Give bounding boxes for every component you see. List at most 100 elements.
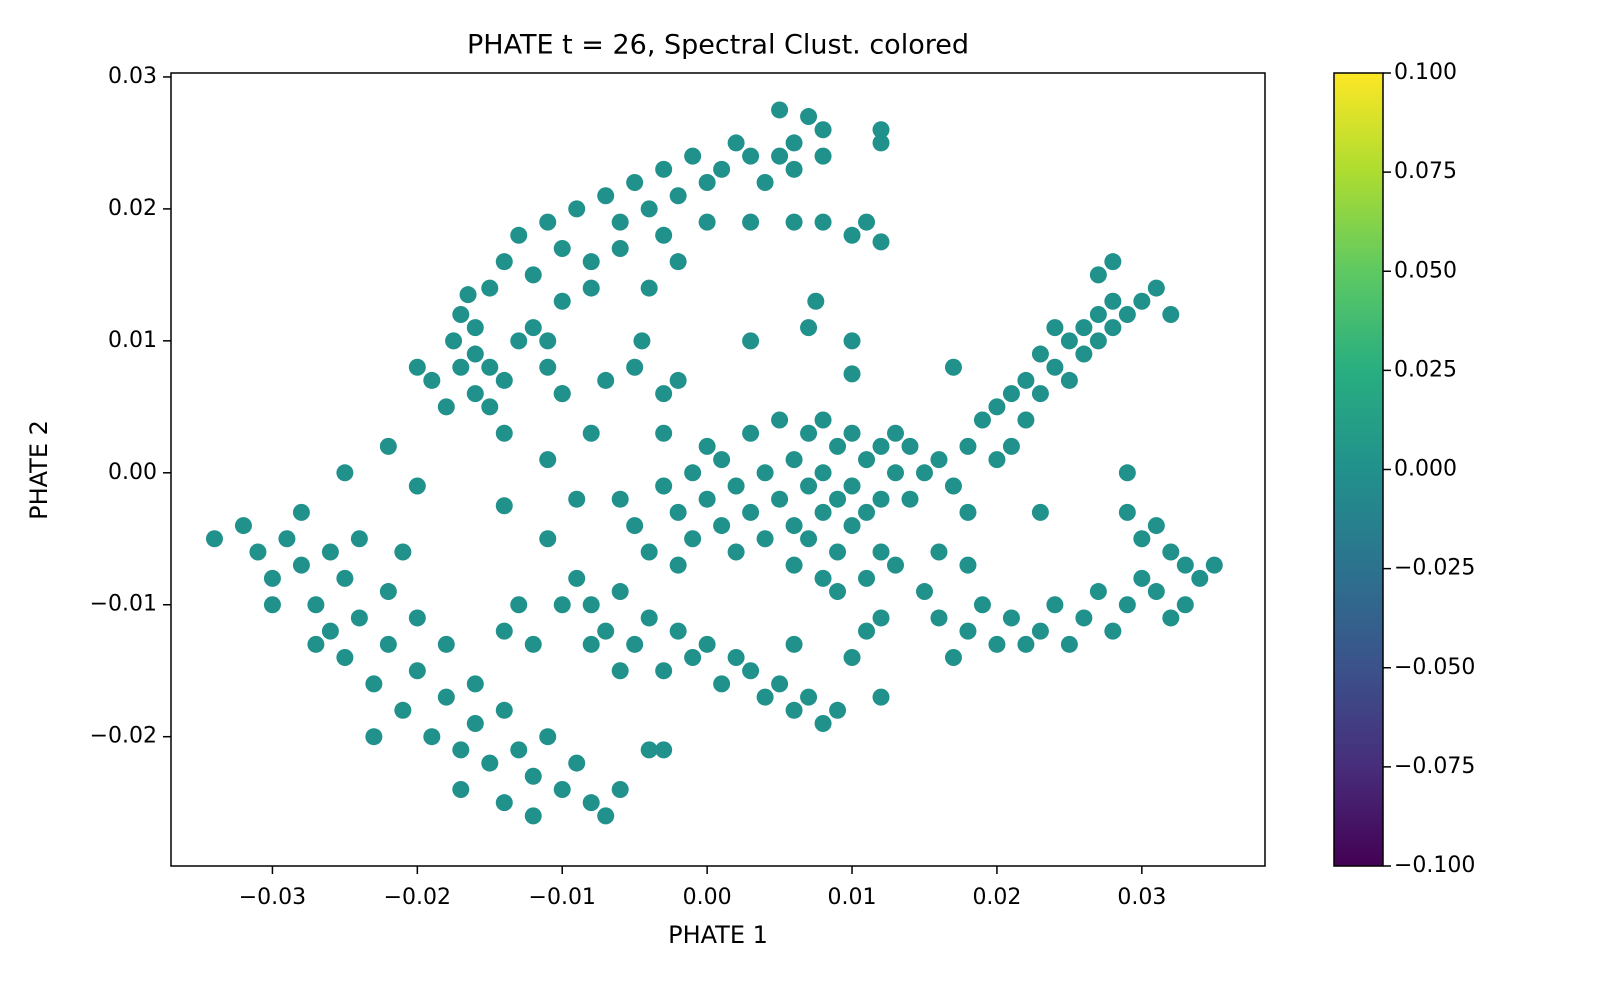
point [539, 358, 557, 376]
point [713, 451, 731, 469]
point [843, 226, 861, 244]
point [930, 609, 948, 627]
point [481, 279, 499, 297]
point [785, 635, 803, 653]
colorbar-tick-label: 0.050 [1394, 258, 1457, 283]
point [988, 451, 1006, 469]
y-tick-label: 0.03 [108, 64, 157, 89]
point [582, 596, 600, 614]
point [1031, 503, 1049, 521]
point [800, 477, 818, 495]
point [973, 411, 991, 429]
point [1017, 371, 1035, 389]
point [785, 701, 803, 719]
point [611, 490, 629, 508]
point [597, 371, 615, 389]
x-axis-label: PHATE 1 [668, 921, 768, 949]
point [858, 213, 876, 231]
point [771, 147, 789, 165]
point [452, 741, 470, 759]
point [640, 279, 658, 297]
point [1147, 583, 1165, 601]
point [785, 556, 803, 574]
point [582, 635, 600, 653]
point [887, 424, 905, 442]
point [597, 807, 615, 825]
point [1162, 609, 1180, 627]
point [872, 233, 890, 251]
point [1205, 556, 1223, 574]
point [742, 424, 760, 442]
point [742, 147, 760, 165]
point [713, 675, 731, 693]
point [437, 635, 455, 653]
point [1162, 543, 1180, 561]
point [814, 147, 832, 165]
point [872, 609, 890, 627]
point [829, 543, 847, 561]
point [829, 583, 847, 601]
point [814, 714, 832, 732]
point [742, 503, 760, 521]
x-tick-label: 0.02 [972, 885, 1021, 910]
point [843, 424, 861, 442]
point [655, 226, 673, 244]
point [1089, 332, 1107, 350]
point [800, 108, 818, 126]
point [684, 530, 702, 548]
point [698, 174, 716, 192]
point [1017, 635, 1035, 653]
x-tick-label: −0.01 [529, 885, 596, 910]
point [807, 292, 825, 310]
point [350, 609, 368, 627]
chart-title: PHATE t = 26, Spectral Clust. colored [467, 30, 969, 61]
point [437, 688, 455, 706]
point [611, 583, 629, 601]
point [1075, 345, 1093, 363]
point [959, 503, 977, 521]
point [582, 279, 600, 297]
point [727, 477, 745, 495]
point [858, 622, 876, 640]
point [858, 503, 876, 521]
point [1118, 503, 1136, 521]
point [350, 530, 368, 548]
point [800, 424, 818, 442]
point [669, 371, 687, 389]
point [771, 411, 789, 429]
point [495, 701, 513, 719]
point [1089, 266, 1107, 284]
point [973, 596, 991, 614]
point [887, 556, 905, 574]
point [495, 424, 513, 442]
point [481, 358, 499, 376]
point [1118, 464, 1136, 482]
point [307, 635, 325, 653]
point [640, 741, 658, 759]
point [553, 780, 571, 798]
point [524, 767, 542, 785]
point [915, 464, 933, 482]
colorbar-tick-label: 0.025 [1394, 357, 1457, 382]
point [234, 517, 252, 535]
point [495, 253, 513, 271]
point [1031, 622, 1049, 640]
point [466, 675, 484, 693]
point [568, 200, 586, 218]
point [669, 253, 687, 271]
point [633, 332, 651, 350]
point [1162, 305, 1180, 323]
point [814, 503, 832, 521]
point [481, 398, 499, 416]
point [1075, 319, 1093, 337]
point [1046, 596, 1064, 614]
point [1147, 279, 1165, 297]
point [1031, 345, 1049, 363]
point [785, 213, 803, 231]
point [698, 437, 716, 455]
point [800, 688, 818, 706]
point [1176, 556, 1194, 574]
x-tick-label: 0.03 [1117, 885, 1166, 910]
point [582, 794, 600, 812]
point [1089, 305, 1107, 323]
